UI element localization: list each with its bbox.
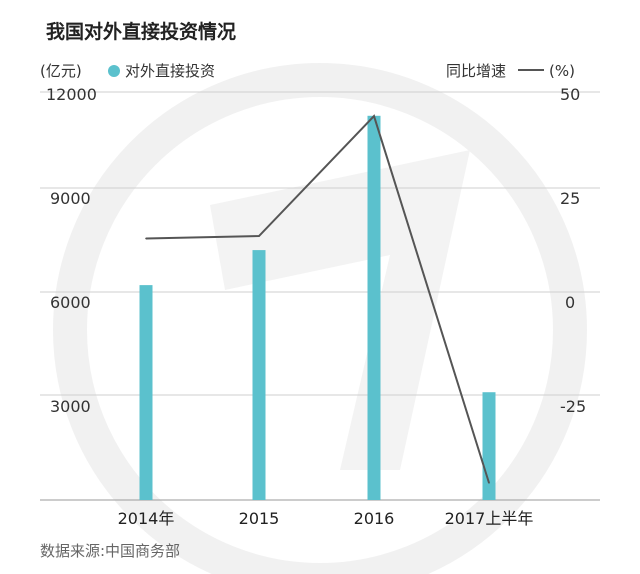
x-tick-3: 2017上半年	[445, 509, 534, 528]
growth-point-0	[145, 237, 147, 240]
right-tick-25: 25	[560, 189, 580, 208]
bar-1	[252, 250, 266, 500]
left-tick-3000: 3000	[50, 397, 91, 416]
left-axis-unit: (亿元)	[40, 62, 82, 80]
right-axis-unit: (%)	[549, 62, 575, 80]
right-tick-minus25: -25	[560, 397, 586, 416]
legend-bar-label: 对外直接投资	[125, 62, 215, 80]
growth-point-1	[258, 235, 260, 237]
growth-line-series	[145, 114, 490, 484]
growth-point-2	[373, 115, 375, 117]
watermark-ring	[53, 63, 587, 574]
legend-bar-marker	[108, 65, 120, 77]
growth-line	[145, 114, 490, 484]
growth-point-3	[488, 482, 490, 484]
right-tick-50: 50	[560, 85, 580, 104]
bar-0	[139, 285, 153, 500]
x-tick-2: 2016	[354, 509, 395, 528]
source-note: 数据来源:中国商务部	[40, 542, 180, 560]
watermark	[53, 63, 587, 574]
gridlines	[40, 91, 600, 501]
left-tick-6000: 6000	[50, 293, 91, 312]
left-tick-9000: 9000	[50, 189, 91, 208]
left-tick-12000: 12000	[46, 85, 97, 104]
chart-title: 我国对外直接投资情况	[46, 20, 236, 43]
x-tick-0: 2014年	[118, 509, 175, 528]
bar-3	[482, 392, 496, 500]
right-tick-0: 0	[565, 293, 575, 312]
legend-line-label: 同比增速	[446, 62, 506, 80]
x-axis-ticks: 2014年 2015 2016 2017上半年	[118, 509, 534, 528]
bar-2	[367, 115, 381, 501]
x-tick-1: 2015	[239, 509, 280, 528]
watermark-arrow	[210, 150, 470, 470]
bar-series	[139, 115, 496, 501]
